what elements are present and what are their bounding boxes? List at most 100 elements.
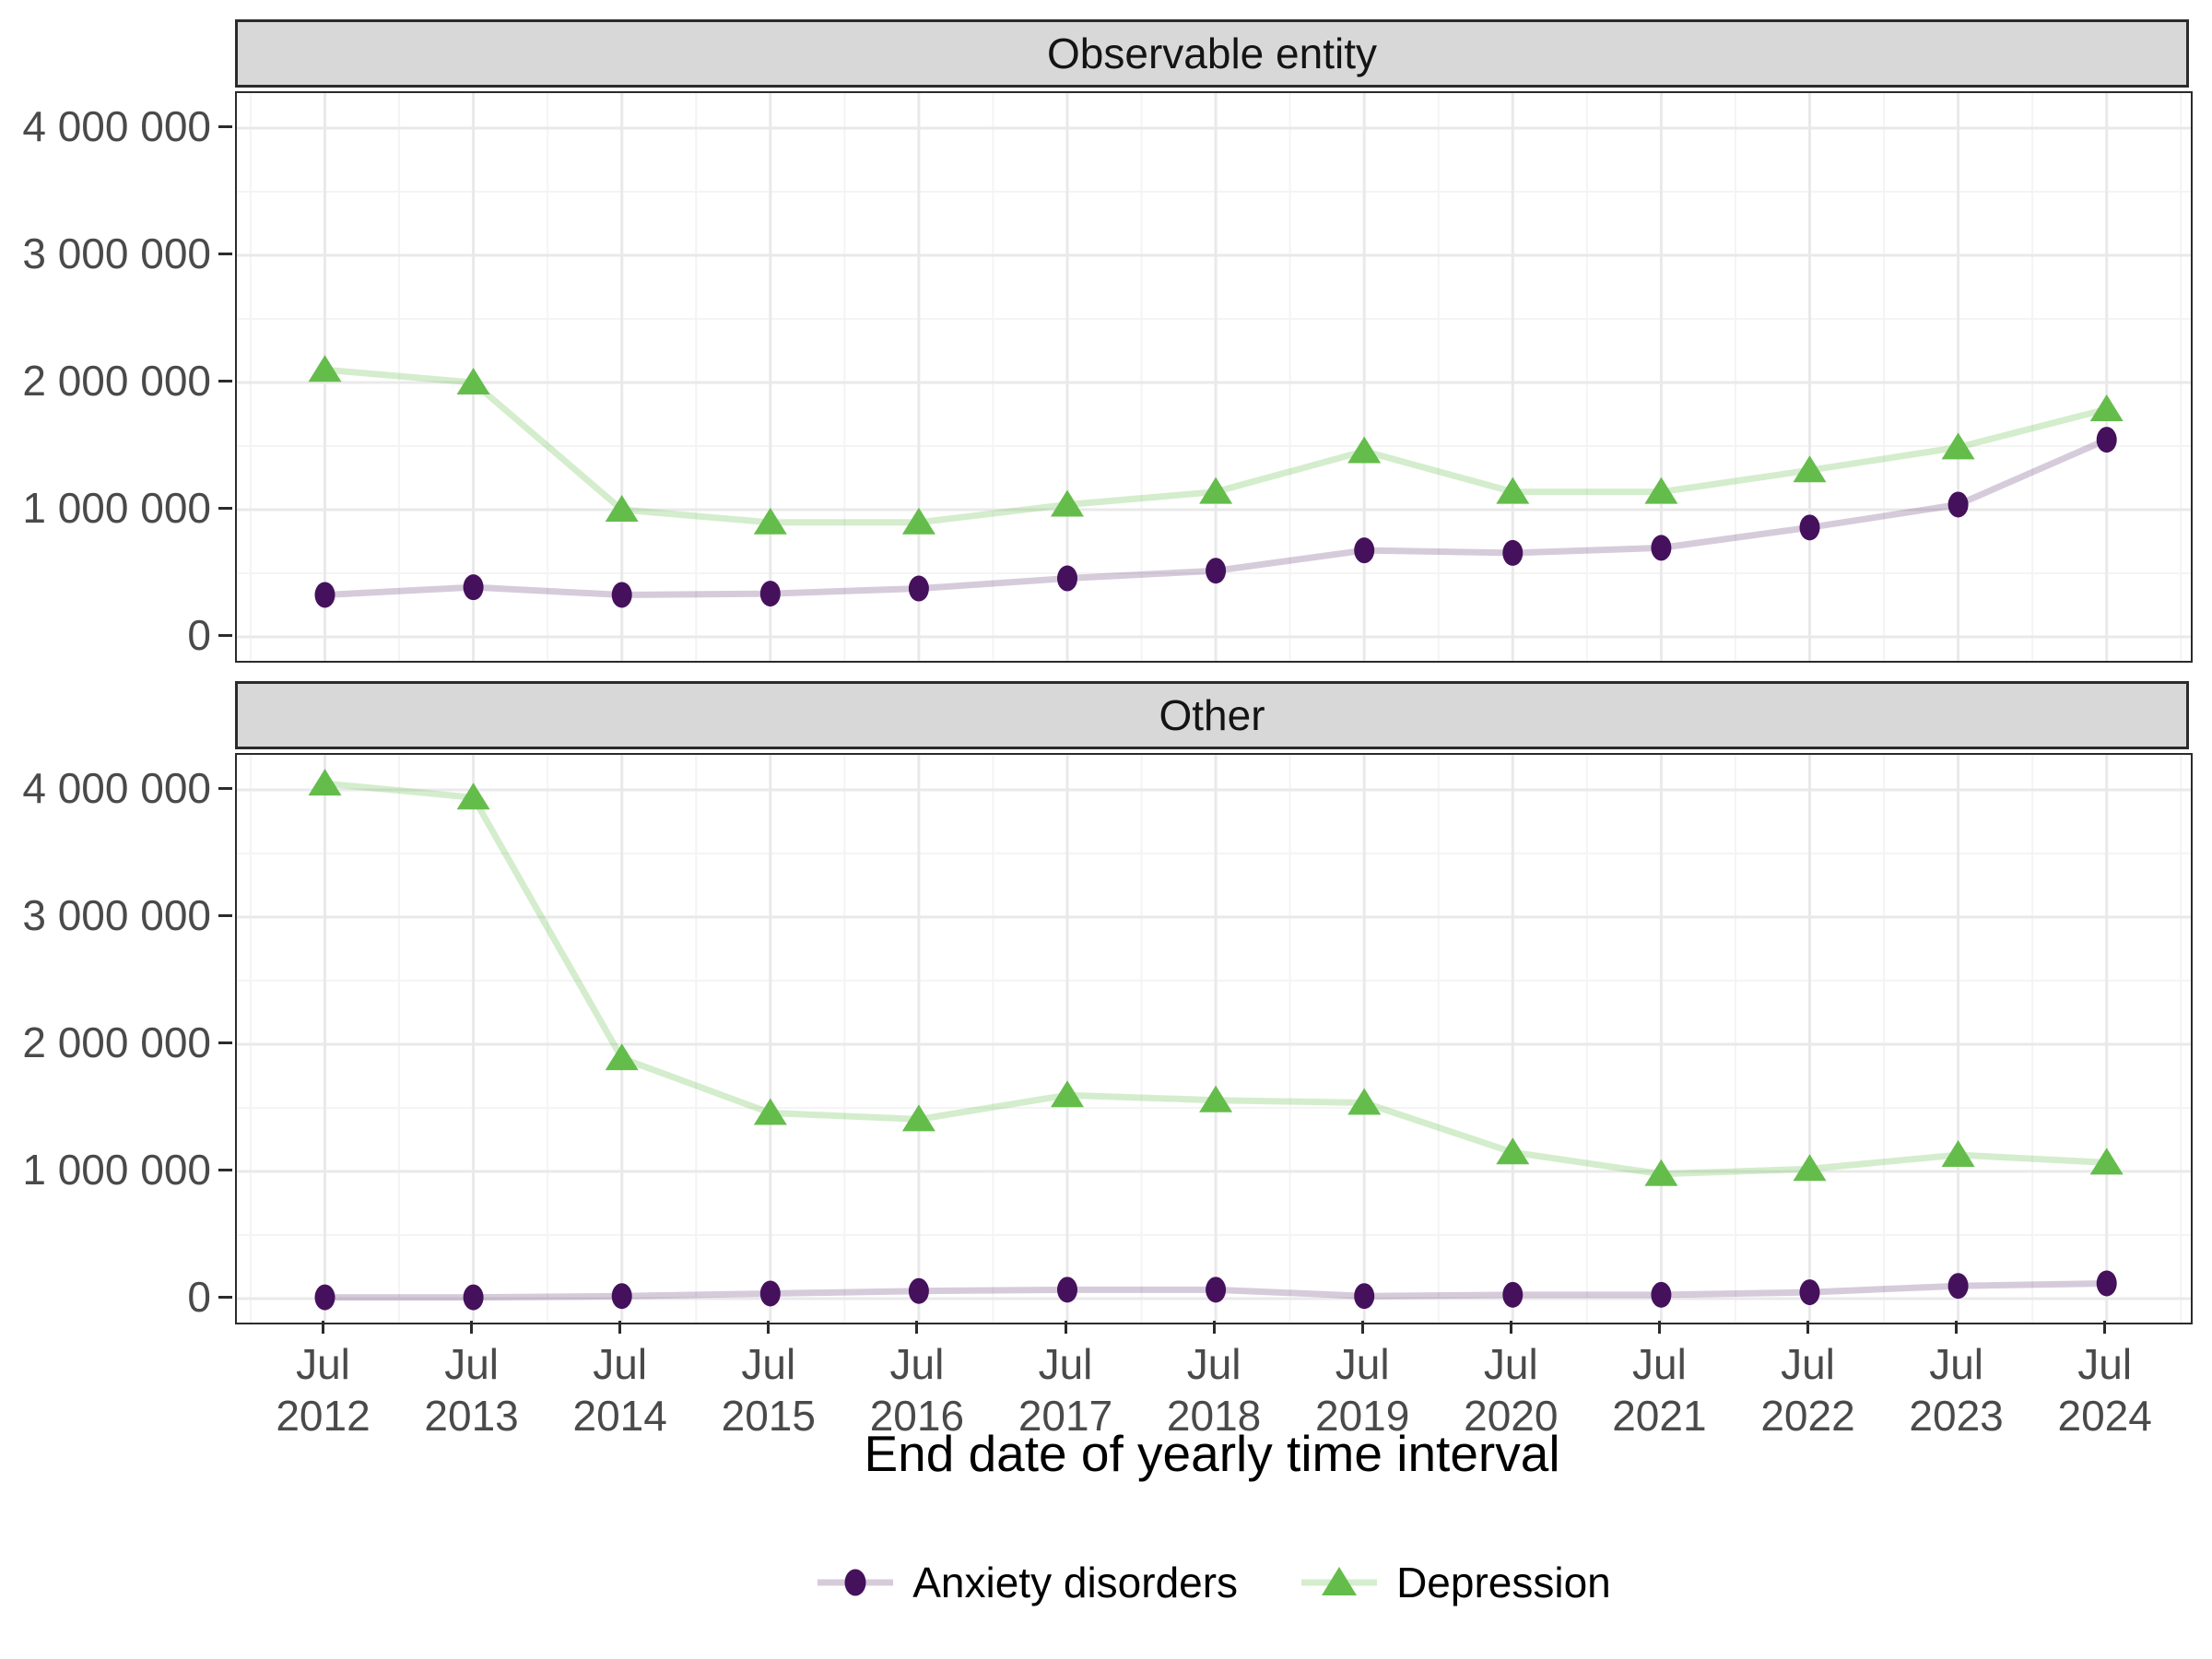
- x-tick-mark: [618, 1321, 622, 1334]
- anxiety-legend-key: [818, 1569, 894, 1596]
- y-tick-label: 1 000 000: [22, 484, 211, 532]
- point-depression-2021: [1644, 1159, 1678, 1186]
- circle-marker-icon: [844, 1569, 866, 1596]
- point-depression-2022: [1793, 1154, 1827, 1182]
- x-tick-label-2019: Jul 2019: [1315, 1340, 1410, 1440]
- x-tick-label-2014: Jul 2014: [572, 1340, 667, 1440]
- facet-title: Other: [1159, 691, 1265, 739]
- point-depression-2012: [308, 769, 342, 796]
- y-tick-label: 4 000 000: [22, 764, 211, 812]
- point-anxiety-disorders-2017: [1057, 565, 1077, 592]
- legend-label: Anxiety disorders: [912, 1559, 1239, 1606]
- depression-legend-key: [1301, 1567, 1378, 1595]
- point-anxiety-disorders-2019: [1354, 1283, 1375, 1310]
- point-anxiety-disorders-2020: [1502, 1281, 1524, 1308]
- y-tick-label: 0: [187, 1273, 211, 1321]
- facet-title: Observable entity: [1047, 29, 1377, 77]
- x-tick-mark: [322, 1321, 324, 1334]
- y-tick-label: 2 000 000: [22, 357, 211, 405]
- x-tick-label-2023: Jul 2023: [1909, 1340, 2004, 1440]
- point-anxiety-disorders-2012: [314, 1284, 335, 1311]
- triangle-marker-icon: [1322, 1567, 1358, 1595]
- point-depression-2024: [2089, 394, 2124, 421]
- y-tick-mark: [218, 252, 232, 255]
- x-tick-mark: [1064, 1321, 1067, 1334]
- y-tick-mark: [218, 124, 232, 128]
- point-anxiety-disorders-2013: [463, 1284, 484, 1311]
- x-axis-title: End date of yearly time interval: [864, 1425, 1560, 1482]
- point-depression-2014: [605, 1043, 639, 1071]
- point-depression-2017: [1051, 489, 1084, 517]
- x-tick-label-2021: Jul 2021: [1612, 1340, 1707, 1440]
- point-depression-2013: [456, 368, 490, 394]
- y-tick-mark: [218, 786, 232, 790]
- point-depression-2013: [456, 782, 490, 810]
- y-tick-label: 1 000 000: [22, 1146, 211, 1194]
- point-depression-2012: [308, 355, 342, 382]
- y-tick-mark: [218, 506, 232, 510]
- plot-area-other: [237, 755, 2191, 1323]
- point-depression-2018: [1199, 477, 1233, 504]
- point-anxiety-disorders-2021: [1651, 1281, 1672, 1308]
- x-tick-mark: [1360, 1321, 1364, 1334]
- facet-strip-observable-entity: Observable entity: [235, 19, 2189, 88]
- y-tick-label: 3 000 000: [22, 891, 211, 939]
- point-anxiety-disorders-2022: [1799, 514, 1820, 541]
- point-anxiety-disorders-2017: [1057, 1277, 1077, 1303]
- point-anxiety-disorders-2018: [1206, 558, 1227, 584]
- point-depression-2021: [1644, 477, 1678, 504]
- y-tick-mark: [218, 633, 232, 637]
- point-anxiety-disorders-2014: [611, 582, 632, 608]
- legend-item-anxiety-disorders: Anxiety disorders: [813, 1556, 1238, 1609]
- x-tick-label-2015: Jul 2015: [721, 1340, 816, 1440]
- point-depression-2019: [1347, 436, 1382, 464]
- point-anxiety-disorders-2024: [2096, 1270, 2117, 1297]
- point-depression-2015: [753, 1098, 787, 1125]
- y-tick-mark: [218, 1041, 232, 1044]
- x-tick-label-2020: Jul 2020: [1464, 1340, 1559, 1440]
- point-depression-2023: [1941, 432, 1975, 460]
- legend-item-depression: Depression: [1297, 1556, 1611, 1609]
- point-anxiety-disorders-2015: [759, 581, 781, 607]
- point-depression-2017: [1051, 1080, 1084, 1108]
- x-tick-label-2018: Jul 2018: [1166, 1340, 1262, 1440]
- point-depression-2019: [1347, 1088, 1382, 1115]
- panel-observable-entity: [235, 91, 2193, 663]
- point-anxiety-disorders-2019: [1354, 537, 1375, 564]
- point-anxiety-disorders-2018: [1206, 1277, 1227, 1303]
- y-tick-mark: [218, 379, 232, 382]
- point-depression-2016: [901, 507, 935, 535]
- point-depression-2018: [1199, 1085, 1233, 1112]
- point-depression-2014: [605, 495, 639, 522]
- point-depression-2016: [901, 1104, 935, 1132]
- point-depression-2020: [1496, 477, 1530, 504]
- y-tick-mark: [218, 1295, 232, 1299]
- y-tick-label: 0: [187, 611, 211, 659]
- x-tick-mark: [767, 1321, 771, 1334]
- x-tick-mark: [1955, 1321, 1959, 1334]
- x-tick-label-2016: Jul 2016: [869, 1340, 965, 1440]
- point-anxiety-disorders-2015: [759, 1280, 781, 1307]
- point-depression-2022: [1793, 455, 1827, 483]
- x-tick-mark: [1657, 1321, 1661, 1334]
- point-anxiety-disorders-2023: [1947, 1273, 1969, 1300]
- point-anxiety-disorders-2020: [1502, 539, 1524, 566]
- point-depression-2024: [2089, 1147, 2124, 1175]
- point-depression-2023: [1941, 1140, 1975, 1168]
- point-anxiety-disorders-2013: [463, 574, 484, 601]
- point-depression-2015: [753, 507, 787, 535]
- x-tick-mark: [1212, 1321, 1216, 1334]
- point-anxiety-disorders-2022: [1799, 1279, 1820, 1306]
- x-tick-label-2022: Jul 2022: [1760, 1340, 1855, 1440]
- point-anxiety-disorders-2012: [314, 582, 335, 608]
- x-tick-label-2012: Jul 2012: [276, 1340, 371, 1440]
- point-anxiety-disorders-2016: [908, 575, 929, 602]
- legend: Anxiety disorders Depression: [235, 1541, 2189, 1624]
- y-tick-mark: [218, 1168, 232, 1171]
- y-tick-label: 2 000 000: [22, 1018, 211, 1066]
- point-anxiety-disorders-2023: [1947, 491, 1969, 518]
- point-depression-2020: [1496, 1137, 1530, 1165]
- x-tick-mark: [1806, 1321, 1809, 1334]
- y-tick-label: 4 000 000: [22, 102, 211, 150]
